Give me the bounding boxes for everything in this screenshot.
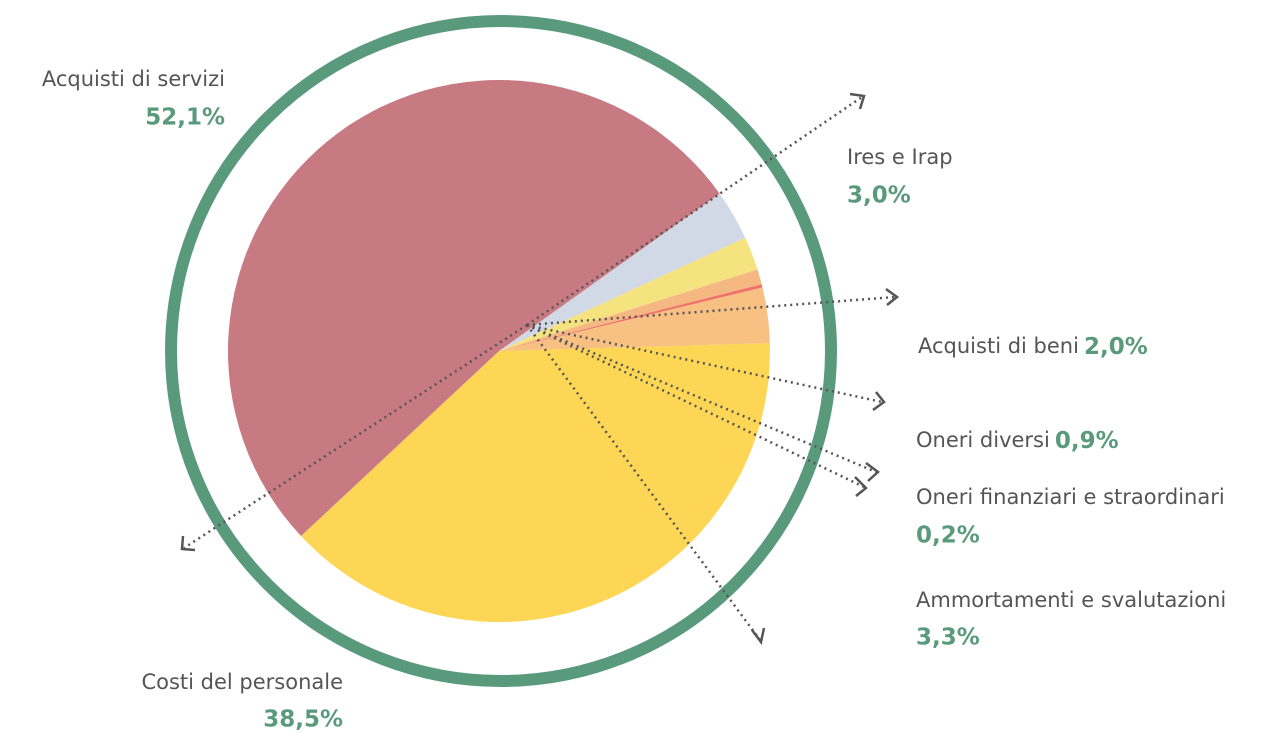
arrows [180, 92, 900, 645]
slice [499, 269, 762, 351]
slice [300, 343, 771, 622]
label-name: Acquisti di servizi [42, 67, 225, 91]
pie [228, 80, 771, 622]
label-value: 52,1% [145, 105, 225, 131]
label-value: 0,2% [916, 523, 980, 549]
label-name: Acquisti di beni [918, 334, 1079, 358]
label: Acquisti di beni 2,0% [918, 334, 1148, 360]
label-name: Costi del personale [141, 670, 343, 694]
label-name: Oneri finanziari e straordinari [916, 485, 1225, 509]
label-name: Ammortamenti e svalutazioni [916, 588, 1226, 612]
slice [228, 80, 720, 537]
label-value: 0,9% [1055, 428, 1119, 454]
ring [165, 15, 837, 687]
labels: Ires e Irap 3,0% Acquisti di beni 2,0% O… [42, 67, 1226, 733]
label-value: 3,3% [916, 625, 980, 651]
label-value: 38,5% [263, 707, 343, 733]
label-name: Ires e Irap [847, 145, 953, 169]
slice [499, 193, 746, 351]
label-value: 2,0% [1084, 334, 1148, 360]
label-name: Oneri diversi [916, 428, 1050, 452]
label-value: 3,0% [847, 183, 911, 209]
label: Oneri diversi 0,9% [916, 428, 1119, 454]
slice [499, 287, 770, 351]
